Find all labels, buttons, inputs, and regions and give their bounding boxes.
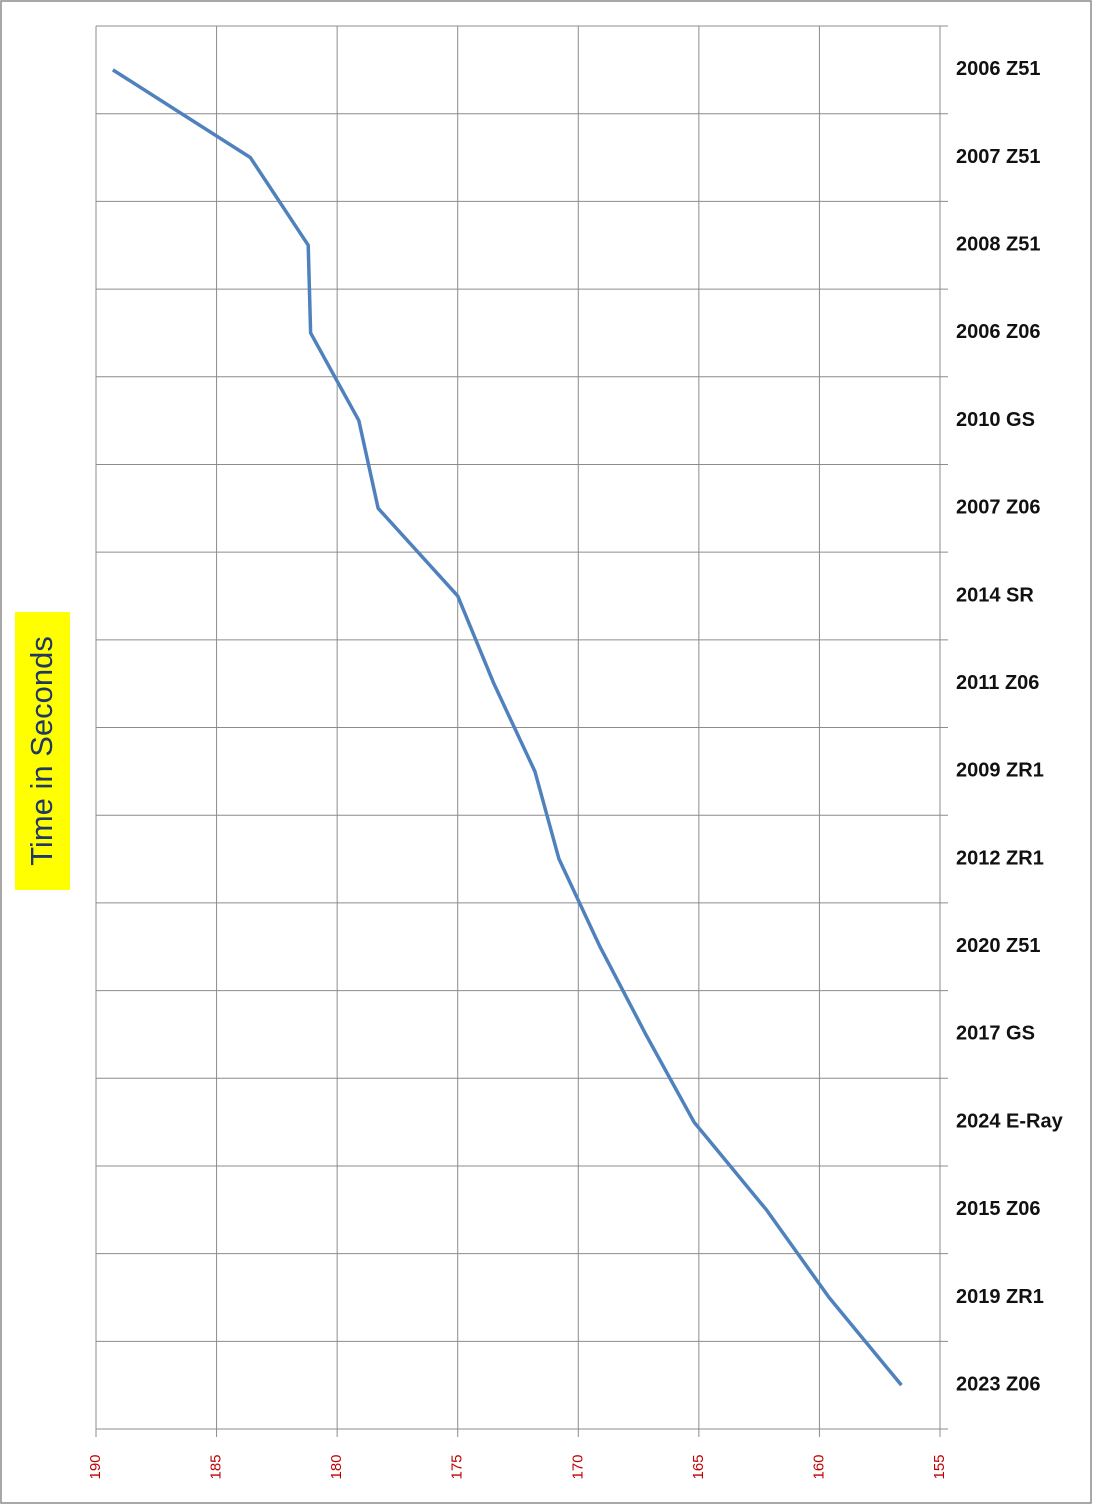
category-label: 2006 Z51: [956, 58, 1041, 80]
category-label: 2006 Z06: [956, 321, 1041, 343]
x-tick-label: 160: [810, 1454, 827, 1479]
x-tick-label: 175: [449, 1454, 466, 1479]
category-label: 2019 ZR1: [956, 1286, 1044, 1308]
axis-title-background: [15, 612, 70, 890]
x-tick-label: 155: [931, 1454, 948, 1479]
axis-title: Time in Seconds: [24, 636, 59, 866]
category-label: 2017 GS: [956, 1023, 1035, 1045]
category-label: 2007 Z51: [956, 146, 1041, 168]
category-label: 2007 Z06: [956, 497, 1041, 519]
category-label: 2014 SR: [956, 584, 1034, 606]
data-line: [111, 68, 903, 1387]
category-label: 2010 GS: [956, 409, 1035, 431]
category-label: 2008 Z51: [956, 234, 1041, 256]
category-label: 2015 Z06: [956, 1198, 1041, 1220]
x-tick-label: 180: [328, 1454, 345, 1479]
x-tick-label: 170: [569, 1454, 586, 1479]
category-label: 2012 ZR1: [956, 847, 1044, 869]
category-label: 2023 Z06: [956, 1373, 1041, 1395]
x-tick-label: 165: [690, 1454, 707, 1479]
x-tick-label: 185: [208, 1454, 225, 1479]
x-tick-label: 190: [87, 1454, 104, 1479]
category-label: 2020 Z51: [956, 935, 1041, 957]
category-label: 2009 ZR1: [956, 760, 1044, 782]
category-label: 2024 E-Ray: [956, 1110, 1064, 1132]
category-label: 2011 Z06: [956, 672, 1039, 694]
